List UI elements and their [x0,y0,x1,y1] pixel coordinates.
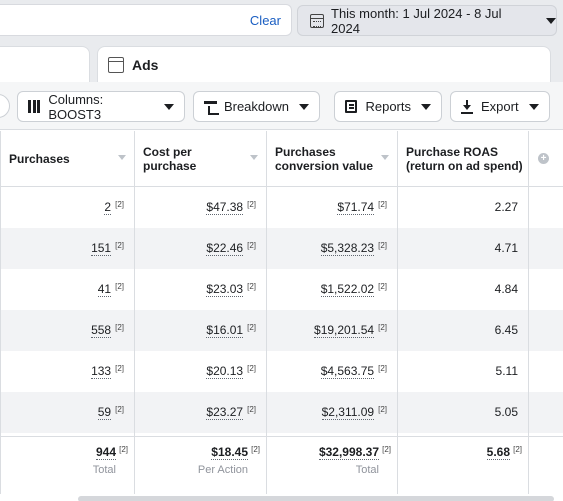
column-divider [134,131,135,494]
roas-cell: 2.27 [494,200,518,214]
value-cell: $2,311.09 [2] [321,404,387,420]
reports-icon [345,100,358,113]
export-label: Export [481,99,519,114]
ads-panel: Columns: BOOST3 Breakdown Reports Export… [0,82,563,501]
reports-button[interactable]: Reports [334,91,442,122]
column-divider [134,437,135,493]
tab-ad-sets[interactable] [0,46,90,82]
column-divider [397,437,398,493]
roas-cell: 5.11 [495,364,518,378]
tab-ads-label: Ads [132,56,159,73]
roas-cell: 6.45 [494,323,518,337]
breakdown-label: Breakdown [223,99,289,114]
cost-cell: $20.13 [2] [206,363,256,379]
roas-cell: 4.84 [494,282,518,296]
chevron-down-icon [421,103,431,110]
horizontal-scrollbar[interactable] [78,496,554,501]
cost-cell: $22.46 [2] [206,240,256,256]
reports-label: Reports [365,99,411,114]
tab-ads[interactable]: Ads [97,46,551,82]
purchases-cell: 133 [2] [91,363,124,379]
roas-cell: 4.71 [494,241,518,255]
purchases-cell: 59 [2] [97,404,124,420]
value-cell: $5,328.23 [2] [320,240,387,256]
total-purchases-cell: 944 [2] Total [92,445,128,476]
table-row[interactable]: 133 [2] $20.13 [2] $4,563.75 [2] 5.11 [0,351,563,392]
total-roas-cell: 5.68 [2] [486,445,522,460]
value-cell: $1,522.02 [2] [320,281,387,297]
column-divider [0,131,1,494]
cost-cell: $23.03 [2] [206,281,256,297]
value-cell: $71.74 [2] [337,199,387,215]
sort-icon[interactable] [250,155,258,160]
column-divider [528,437,529,493]
column-divider [266,131,267,494]
table-row[interactable]: 2 [2] $47.38 [2] $71.74 [2] 2.27 [0,187,563,228]
table-row[interactable]: 59 [2] $23.27 [2] $2,311.09 [2] 5.05 [0,392,563,433]
value-cell: $19,201.54 [2] [314,322,387,338]
cost-cell: $47.38 [2] [206,199,256,215]
header-cost-per-purchase[interactable]: Cost per purchase [134,131,266,187]
sort-icon[interactable] [381,155,389,160]
column-divider [397,131,398,494]
export-button[interactable]: Export [450,91,550,122]
value-cell: $4,563.75 [2] [320,363,387,379]
top-bar: Clear This month: 1 Jul 2024 - 8 Jul 202… [0,0,563,40]
breakdown-icon [204,100,219,115]
totals-row: 944 [2] Total $18.45 [2] Per Action $32,99… [0,436,563,493]
table-toolbar: Columns: BOOST3 Breakdown Reports Export [0,82,563,130]
header-add-column: + [528,131,563,187]
chevron-down-icon [546,17,556,24]
toggle-partial[interactable] [0,94,10,118]
column-divider [0,437,1,493]
purchases-cell: 41 [2] [97,281,124,297]
purchases-cell: 151 [2] [91,240,124,256]
chevron-down-icon [528,103,539,110]
ads-table: 2 [2] $47.38 [2] $71.74 [2] 2.27 151 [2] $22… [0,131,563,501]
table-row[interactable]: 41 [2] $23.03 [2] $1,522.02 [2] 4.84 [0,269,563,310]
filter-search-box[interactable]: Clear [0,4,292,36]
clear-filter-link[interactable]: Clear [249,13,281,28]
cost-cell: $23.27 [2] [206,404,256,420]
column-divider [528,131,529,494]
date-range-picker[interactable]: This month: 1 Jul 2024 - 8 Jul 2024 [297,5,557,36]
columns-button[interactable]: Columns: BOOST3 [17,91,185,122]
header-purchase-roas[interactable]: Purchase ROAS (return on ad spend) [397,131,528,187]
table-row[interactable]: 558 [2] $16.01 [2] $19,201.54 [2] 6.45 [0,310,563,351]
sort-icon[interactable] [118,155,126,160]
header-purchases[interactable]: Purchases [0,131,134,187]
ad-window-icon [108,56,124,73]
purchases-cell: 2 [2] [104,199,124,215]
columns-label: Columns: BOOST3 [48,91,104,122]
download-icon [461,99,473,114]
purchases-cell: 558 [2] [91,322,124,338]
calendar-icon [310,13,324,28]
roas-cell: 5.05 [494,405,518,419]
cost-cell: $16.01 [2] [206,322,256,338]
breakdown-button[interactable]: Breakdown [193,91,320,122]
total-value-cell: $32,998.37 [2] Total [318,445,391,476]
columns-icon [28,100,41,113]
date-range-label: This month: 1 Jul 2024 - 8 Jul 2024 [331,5,502,36]
header-conversion-value[interactable]: Purchases conversion value [266,131,397,187]
chevron-down-icon [299,103,309,110]
table-row[interactable]: 151 [2] $22.46 [2] $5,328.23 [2] 4.71 [0,228,563,269]
total-cost-cell: $18.45 [2] Per Action [197,445,260,476]
chevron-down-icon [164,103,174,110]
column-divider [266,437,267,493]
add-column-icon[interactable]: + [538,153,549,164]
